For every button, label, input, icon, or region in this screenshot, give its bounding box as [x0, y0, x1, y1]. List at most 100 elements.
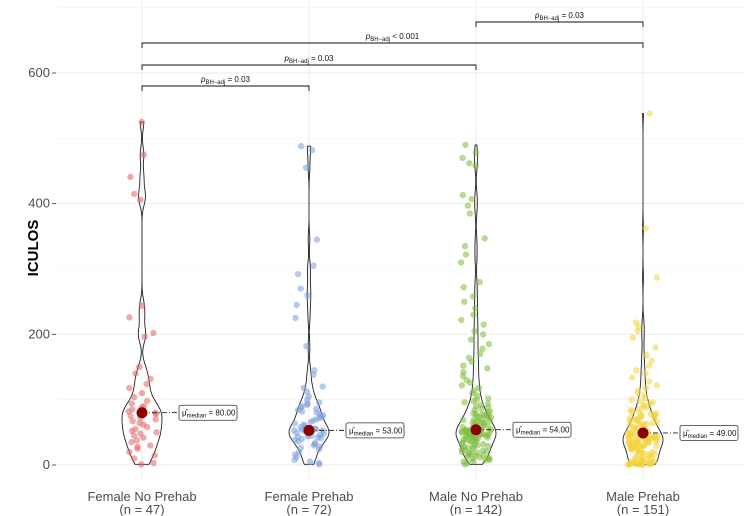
p-value-label: pBH−adj = 0.03 [200, 75, 251, 86]
data-points [125, 110, 661, 468]
data-point [150, 329, 157, 337]
data-point [639, 461, 647, 468]
data-point [479, 345, 486, 352]
data-point [484, 434, 491, 441]
y-tick-label: 600 [28, 65, 50, 80]
data-point [641, 395, 649, 402]
data-point [138, 389, 146, 397]
data-point [462, 251, 470, 258]
data-point [646, 362, 653, 369]
data-point [628, 396, 635, 403]
data-point [481, 457, 489, 464]
data-point [458, 382, 466, 389]
data-point [628, 374, 636, 381]
y-tick-label: 400 [28, 196, 50, 211]
data-point [150, 459, 157, 467]
data-point [131, 190, 138, 198]
median-label: μ̂median = 53.00 [349, 426, 403, 437]
data-point [137, 196, 144, 203]
data-point [470, 397, 477, 405]
data-point [472, 149, 479, 156]
data-point [469, 293, 477, 300]
data-point [317, 435, 325, 442]
data-point [460, 416, 467, 424]
data-point [468, 195, 475, 203]
data-point [643, 404, 650, 411]
x-tick-count: (n = 72) [286, 502, 331, 516]
median-markers: μ̂median = 80.00 μ̂median = 53.00 μ̂median… [136, 404, 739, 441]
p-value-label: pBH−adj = 0.03 [284, 54, 335, 65]
data-point [634, 327, 641, 335]
y-axis: 0 200 400 600 [28, 65, 56, 472]
data-point [627, 446, 635, 454]
data-point [134, 445, 141, 452]
data-point [127, 412, 134, 420]
data-point [484, 365, 491, 372]
data-point [132, 370, 139, 377]
data-point [304, 401, 311, 409]
data-point [126, 448, 133, 456]
data-point [649, 420, 656, 427]
data-point [480, 331, 487, 338]
data-point [140, 151, 147, 158]
data-point [468, 358, 475, 365]
x-tick-label: Female Prehab [265, 489, 354, 504]
data-point [302, 164, 310, 171]
data-point [461, 399, 468, 406]
data-point [466, 210, 474, 217]
data-point [126, 384, 133, 392]
data-point [475, 384, 483, 392]
x-axis: Female No Prehab(n = 47)Female Prehab(n … [87, 489, 679, 516]
data-point [640, 442, 647, 450]
data-point [467, 336, 475, 343]
data-point [471, 327, 478, 335]
data-point [129, 418, 136, 425]
data-point [143, 380, 150, 388]
data-point [144, 423, 151, 431]
data-point [472, 162, 479, 169]
data-point [153, 429, 160, 436]
comparison-bracket [141, 42, 644, 48]
x-tick-count: (n = 47) [119, 502, 164, 516]
data-point [478, 405, 485, 412]
data-point [647, 400, 654, 407]
data-point [295, 438, 302, 445]
data-point [634, 389, 642, 397]
data-point [126, 314, 133, 321]
median-label: μ̂median = 80.00 [182, 409, 236, 420]
violin-shape [288, 145, 330, 465]
data-point [652, 344, 659, 351]
data-point [469, 389, 476, 397]
data-point [629, 408, 636, 415]
data-point [306, 458, 314, 465]
data-point [458, 316, 465, 324]
data-point [470, 311, 477, 318]
data-point [484, 442, 492, 450]
data-point [646, 439, 653, 446]
data-point [625, 461, 633, 468]
data-point [128, 438, 135, 446]
data-point [466, 160, 473, 167]
median-label: μ̂median = 54.00 [516, 426, 570, 437]
data-point [316, 461, 323, 468]
median-label-box [679, 425, 739, 441]
x-tick-label: Male Prehab [606, 489, 680, 504]
data-point [130, 432, 138, 439]
data-point [127, 173, 134, 181]
data-point [646, 378, 653, 385]
data-point [476, 454, 483, 461]
data-point [152, 416, 159, 423]
comparison-bracket [141, 64, 477, 70]
x-tick-label: Female No Prehab [87, 489, 196, 504]
data-point [310, 371, 317, 378]
data-point [136, 363, 143, 371]
data-point [297, 143, 305, 150]
data-point [646, 110, 653, 117]
median-label-box [178, 404, 238, 421]
data-point [459, 192, 467, 199]
median-dot [303, 424, 315, 436]
x-tick-count: (n = 151) [617, 502, 669, 516]
median-dot [136, 407, 148, 419]
data-point [147, 442, 154, 449]
